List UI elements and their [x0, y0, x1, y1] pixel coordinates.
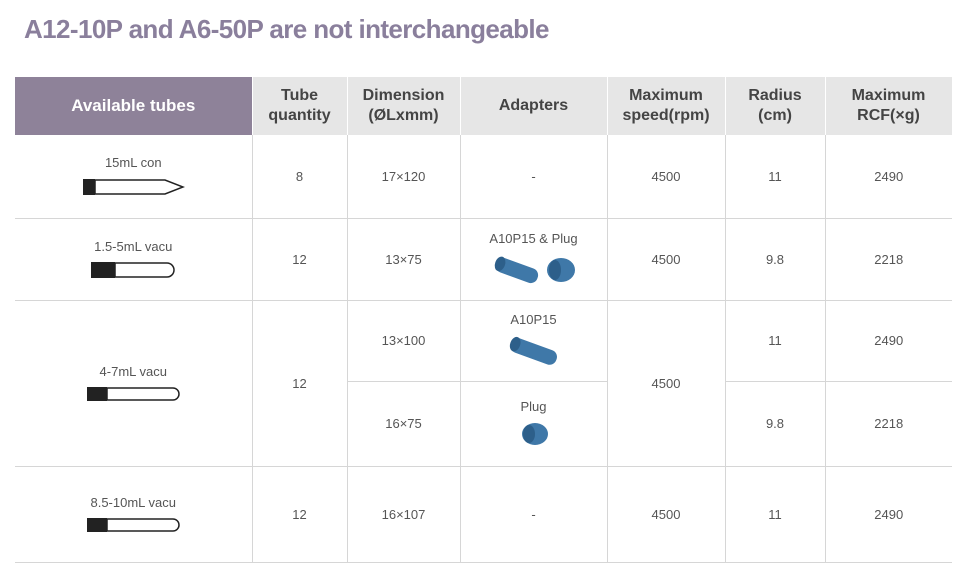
cell: 16×107 — [347, 466, 461, 563]
cell: 2490 — [825, 300, 952, 382]
cell: 2218 — [825, 381, 952, 467]
cell: 8 — [252, 135, 348, 219]
header-cell: Radius (cm) — [725, 77, 826, 135]
adapter-icon — [521, 423, 548, 445]
cell: 16×75 — [347, 381, 461, 467]
header-cell: Tube quantity — [252, 77, 348, 135]
tube-icon — [83, 178, 186, 195]
cell: 12 — [252, 218, 348, 301]
row: 15mL con 8 17×120 - 4500 11 2490 — [15, 135, 952, 219]
adapter-cell: A10P15 — [460, 300, 608, 382]
tube-cell: 8.5-10mL vacu — [15, 466, 253, 563]
tube-cell: 4-7mL vacu — [15, 300, 253, 467]
tube-name: 15mL con — [104, 154, 162, 170]
tube-name: 8.5-10mL vacu — [90, 494, 176, 510]
cell: 4500 — [607, 300, 726, 467]
cell: - — [460, 466, 608, 563]
cell: 12 — [252, 466, 348, 563]
cell: 9.8 — [725, 218, 826, 301]
row: 8.5-10mL vacu 12 16×107 - 4500 11 2490 — [15, 466, 952, 563]
cell: 4500 — [607, 466, 726, 563]
cell: 4500 — [607, 135, 726, 219]
tube-icon — [91, 261, 175, 278]
tube-name: 1.5-5mL vacu — [94, 238, 173, 254]
adapter-name: Plug — [520, 399, 547, 414]
adapter-name: A10P15 — [510, 312, 557, 327]
adapter-icon — [509, 336, 557, 365]
cell: 4500 — [607, 218, 726, 301]
cell: 13×100 — [347, 300, 461, 382]
header-cell: Adapters — [460, 77, 608, 135]
row: 16×75 Plug 9.8 2218 — [15, 381, 952, 467]
header-cell: Maximum RCF(×g) — [825, 77, 953, 135]
cell: 11 — [725, 300, 826, 382]
tube-icon — [87, 517, 180, 532]
spec-table: Available tubes Tube quantity Dimension … — [15, 77, 953, 563]
cell: - — [460, 135, 608, 219]
adapter-name: A10P15 & Plug — [489, 230, 578, 246]
cell: 11 — [725, 466, 826, 563]
cell: 2218 — [825, 218, 952, 301]
adapter-icon — [494, 256, 575, 283]
tube-name: 4-7mL vacu — [99, 363, 167, 379]
tube-icon — [87, 386, 180, 401]
cell: 2490 — [825, 135, 952, 219]
header-cell: Dimension (ØLxmm) — [347, 77, 461, 135]
tube-cell: 1.5-5mL vacu — [15, 218, 253, 301]
tube-cell: 15mL con — [15, 135, 253, 219]
cell: 11 — [725, 135, 826, 219]
row: 4-7mL vacu 12 13×100 A10P15 4500 11 2490 — [15, 300, 952, 467]
page-title: A12-10P and A6-50P are not interchangeab… — [24, 14, 549, 44]
cell: 17×120 — [347, 135, 461, 219]
adapter-cell: A10P15 & Plug — [460, 218, 608, 301]
header-cell: Available tubes — [15, 77, 253, 135]
row: 1.5-5mL vacu 12 13×75 A10P15 & Plug 4500… — [15, 218, 952, 301]
cell: 9.8 — [725, 381, 826, 467]
cell: 2490 — [825, 466, 952, 563]
header-row: Available tubes Tube quantity Dimension … — [15, 77, 953, 135]
adapter-cell: Plug — [460, 381, 608, 467]
cell: 12 — [252, 300, 348, 467]
cell: 13×75 — [347, 218, 461, 301]
header-cell: Maximum speed(rpm) — [607, 77, 726, 135]
